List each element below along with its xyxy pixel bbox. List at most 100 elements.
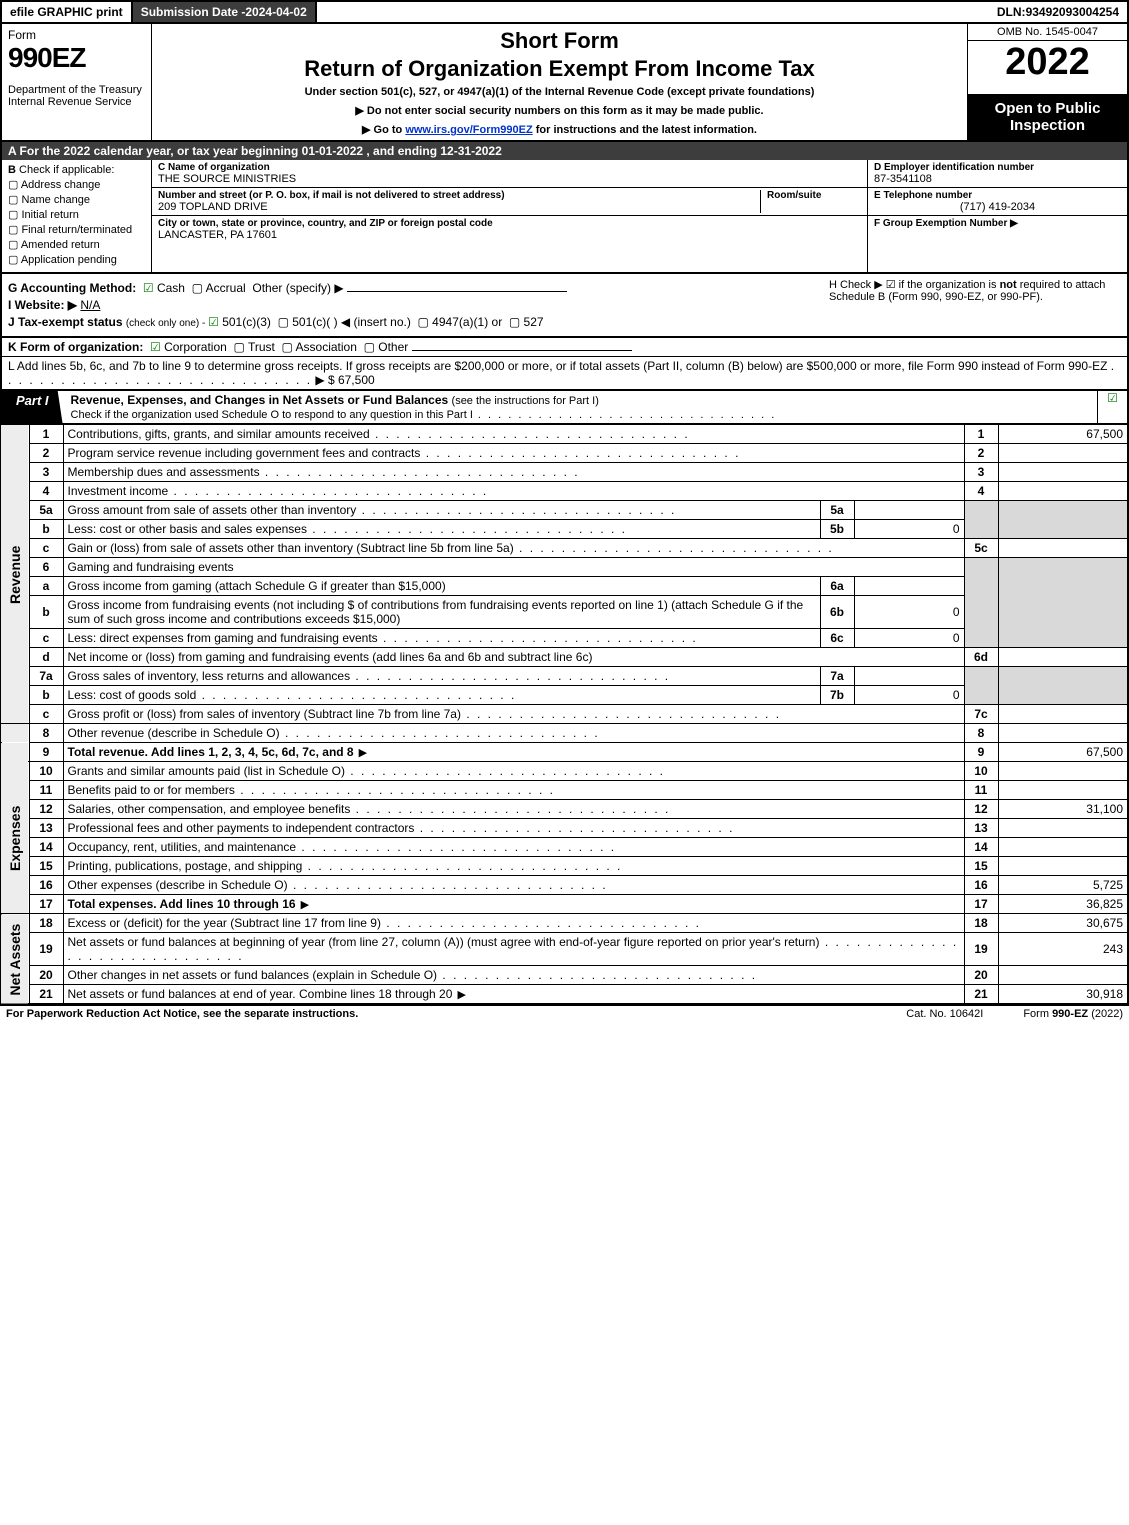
j-4947[interactable]: 4947(a)(1) or: [418, 315, 503, 329]
desc-1: Contributions, gifts, grants, and simila…: [63, 425, 964, 444]
arrow-21: [452, 987, 468, 1001]
k-other[interactable]: Other: [364, 340, 409, 354]
desc-6d: Net income or (loss) from gaming and fun…: [63, 648, 964, 667]
part-i-checkbox[interactable]: ☑: [1097, 391, 1127, 423]
desc-13: Professional fees and other payments to …: [63, 819, 964, 838]
chk-final-return[interactable]: Final return/terminated: [8, 223, 145, 236]
table-row: c Gain or (loss) from sale of assets oth…: [1, 539, 1128, 558]
ln-6d: d: [29, 648, 63, 667]
chk-initial-return[interactable]: Initial return: [8, 208, 145, 221]
ln-11: 11: [29, 781, 63, 800]
amt-4: [998, 482, 1128, 501]
tax-year: 2022: [968, 41, 1127, 83]
submission-date: Submission Date - 2024-04-02: [133, 2, 317, 22]
chk-name-change[interactable]: Name change: [8, 193, 145, 206]
row-l-gross-receipts: L Add lines 5b, 6c, and 7b to line 9 to …: [0, 356, 1129, 389]
j-501c[interactable]: 501(c)( ) ◀ (insert no.): [278, 315, 411, 329]
desc-3: Membership dues and assessments: [63, 463, 964, 482]
j-501c3[interactable]: 501(c)(3): [208, 315, 271, 329]
g-accrual[interactable]: Accrual: [192, 281, 246, 295]
ln-7b: b: [29, 686, 63, 705]
num-2: 2: [964, 444, 998, 463]
desc-5a: Gross amount from sale of assets other t…: [63, 501, 820, 520]
num-5c: 5c: [964, 539, 998, 558]
form-header: Form 990EZ Department of the Treasury In…: [0, 24, 1129, 142]
part-i-sub: Check if the organization used Schedule …: [71, 409, 777, 421]
desc-7a: Gross sales of inventory, less returns a…: [63, 667, 820, 686]
b-lead: B: [8, 164, 16, 176]
ln-1: 1: [29, 425, 63, 444]
table-row: 7a Gross sales of inventory, less return…: [1, 667, 1128, 686]
d-label: D Employer identification number: [874, 162, 1121, 173]
bullet-ssn: ▶ Do not enter social security numbers o…: [158, 104, 961, 117]
g-other-input[interactable]: [347, 291, 567, 292]
num-14: 14: [964, 838, 998, 857]
table-row: 4 Investment income 4: [1, 482, 1128, 501]
k-corporation[interactable]: Corporation: [150, 340, 227, 354]
ln-5a: 5a: [29, 501, 63, 520]
page-footer: For Paperwork Reduction Act Notice, see …: [0, 1005, 1129, 1022]
amt-14: [998, 838, 1128, 857]
chk-application-pending[interactable]: Application pending: [8, 253, 145, 266]
header-left: Form 990EZ Department of the Treasury In…: [2, 24, 152, 140]
row-a-calendar-year: A For the 2022 calendar year, or tax yea…: [0, 142, 1129, 160]
footer-paperwork: For Paperwork Reduction Act Notice, see …: [6, 1008, 866, 1020]
ln-4: 4: [29, 482, 63, 501]
irs-link[interactable]: www.irs.gov/Form990EZ: [405, 124, 532, 136]
ln-3: 3: [29, 463, 63, 482]
side-expenses: Expenses: [1, 762, 29, 914]
title-return: Return of Organization Exempt From Incom…: [158, 56, 961, 82]
ln-16: 16: [29, 876, 63, 895]
goto-pre: ▶ Go to: [362, 124, 405, 136]
table-row: 13 Professional fees and other payments …: [1, 819, 1128, 838]
grey-6: [964, 558, 998, 648]
part-i-see: (see the instructions for Part I): [452, 395, 599, 407]
row-g-accounting: G Accounting Method: Cash Accrual Other …: [8, 281, 821, 295]
num-3: 3: [964, 463, 998, 482]
num-8: 8: [964, 724, 998, 743]
desc-12: Salaries, other compensation, and employ…: [63, 800, 964, 819]
table-row: Net Assets 18 Excess or (deficit) for th…: [1, 914, 1128, 933]
desc-21-text: Net assets or fund balances at end of ye…: [68, 987, 453, 1001]
num-11: 11: [964, 781, 998, 800]
g-cash[interactable]: Cash: [143, 281, 185, 295]
num-21: 21: [964, 985, 998, 1005]
h-text1: H Check ▶ ☑ if the organization is: [829, 279, 1000, 291]
ln-14: 14: [29, 838, 63, 857]
ln-20: 20: [29, 966, 63, 985]
amt-11: [998, 781, 1128, 800]
j-label: J Tax-exempt status: [8, 315, 123, 329]
table-row: Expenses 10 Grants and similar amounts p…: [1, 762, 1128, 781]
efile-print[interactable]: efile GRAPHIC print: [2, 2, 133, 22]
cell-f-group: F Group Exemption Number ▶: [868, 216, 1127, 272]
d-value: 87-3541108: [874, 173, 1121, 185]
table-row: b Less: cost of goods sold 7b 0: [1, 686, 1128, 705]
c-street-label: Number and street (or P. O. box, if mail…: [158, 190, 754, 201]
g-other[interactable]: Other (specify) ▶: [252, 281, 343, 295]
table-row: d Net income or (loss) from gaming and f…: [1, 648, 1128, 667]
l-text: L Add lines 5b, 6c, and 7b to line 9 to …: [8, 359, 1107, 373]
k-trust[interactable]: Trust: [233, 340, 274, 354]
k-other-input[interactable]: [412, 350, 632, 351]
amt-13: [998, 819, 1128, 838]
desc-6: Gaming and fundraising events: [63, 558, 964, 577]
l-amount: ▶ $ 67,500: [315, 373, 374, 387]
num-7c: 7c: [964, 705, 998, 724]
c-city-value: LANCASTER, PA 17601: [158, 229, 861, 241]
chk-address-change[interactable]: Address change: [8, 178, 145, 191]
table-row: 16 Other expenses (describe in Schedule …: [1, 876, 1128, 895]
k-label: K Form of organization:: [8, 340, 143, 354]
amt-6d: [998, 648, 1128, 667]
amt-12: 31,100: [998, 800, 1128, 819]
desc-10: Grants and similar amounts paid (list in…: [63, 762, 964, 781]
footer-form-pre: Form: [1023, 1008, 1052, 1020]
sec-g-i-j: G Accounting Method: Cash Accrual Other …: [0, 274, 1129, 337]
i-value: N/A: [80, 298, 100, 312]
amt-15: [998, 857, 1128, 876]
ln-17: 17: [29, 895, 63, 914]
j-527[interactable]: 527: [509, 315, 544, 329]
row-i-website: I Website: ▶ N/A: [8, 298, 821, 312]
table-row: 9 Total revenue. Add lines 1, 2, 3, 4, 5…: [1, 743, 1128, 762]
chk-amended-return[interactable]: Amended return: [8, 238, 145, 251]
k-association[interactable]: Association: [282, 340, 357, 354]
